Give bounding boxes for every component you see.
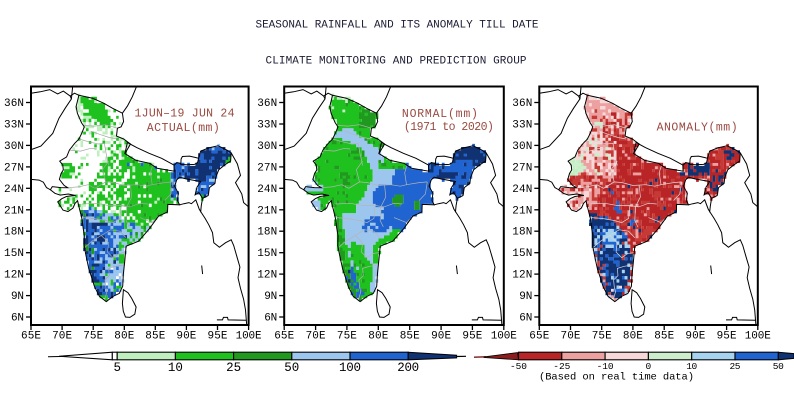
svg-text:21N: 21N bbox=[512, 205, 532, 217]
svg-text:85E: 85E bbox=[400, 331, 420, 343]
svg-text:27N: 27N bbox=[512, 162, 532, 174]
svg-text:24N: 24N bbox=[4, 184, 24, 196]
svg-text:24N: 24N bbox=[512, 184, 532, 196]
svg-text:90E: 90E bbox=[685, 331, 705, 343]
svg-text:18N: 18N bbox=[4, 227, 24, 239]
svg-text:36N: 36N bbox=[257, 98, 277, 110]
svg-text:30N: 30N bbox=[512, 141, 532, 153]
svg-text:95E: 95E bbox=[462, 331, 482, 343]
svg-text:SEASONAL RAINFALL AND ITS ANOM: SEASONAL RAINFALL AND ITS ANOMALY TILL D… bbox=[256, 20, 539, 32]
svg-text:50: 50 bbox=[773, 361, 784, 372]
svg-text:24N: 24N bbox=[257, 184, 277, 196]
svg-text:70E: 70E bbox=[306, 331, 326, 343]
svg-text:85E: 85E bbox=[654, 331, 674, 343]
svg-text:21N: 21N bbox=[4, 205, 24, 217]
svg-text:30N: 30N bbox=[4, 141, 24, 153]
svg-text:9N: 9N bbox=[519, 291, 532, 303]
svg-text:ANOMALY(mm): ANOMALY(mm) bbox=[657, 122, 738, 135]
svg-text:70E: 70E bbox=[52, 331, 72, 343]
svg-text:6N: 6N bbox=[519, 313, 532, 325]
svg-text:(Based on real time data): (Based on real time data) bbox=[539, 371, 694, 383]
svg-text:75E: 75E bbox=[83, 331, 103, 343]
svg-text:6N: 6N bbox=[264, 313, 277, 325]
svg-text:12N: 12N bbox=[512, 270, 532, 282]
svg-text:33N: 33N bbox=[257, 120, 277, 132]
svg-text:-10: -10 bbox=[597, 361, 614, 372]
svg-text:12N: 12N bbox=[4, 270, 24, 282]
svg-text:65E: 65E bbox=[274, 331, 294, 343]
svg-text:100: 100 bbox=[339, 361, 361, 375]
svg-text:95E: 95E bbox=[208, 331, 228, 343]
svg-text:6N: 6N bbox=[11, 313, 24, 325]
svg-text:33N: 33N bbox=[512, 120, 532, 132]
svg-text:9N: 9N bbox=[11, 291, 24, 303]
svg-text:100E: 100E bbox=[491, 331, 517, 343]
svg-text:15N: 15N bbox=[257, 248, 277, 260]
svg-text:15N: 15N bbox=[4, 248, 24, 260]
svg-text:75E: 75E bbox=[337, 331, 357, 343]
svg-text:90E: 90E bbox=[431, 331, 451, 343]
svg-text:-25: -25 bbox=[553, 361, 570, 372]
svg-text:95E: 95E bbox=[717, 331, 737, 343]
svg-text:50: 50 bbox=[284, 361, 299, 375]
svg-text:(1971 to 2020): (1971 to 2020) bbox=[404, 121, 494, 134]
svg-text:36N: 36N bbox=[512, 98, 532, 110]
svg-text:0: 0 bbox=[646, 361, 652, 372]
svg-text:9N: 9N bbox=[264, 291, 277, 303]
svg-text:65E: 65E bbox=[21, 331, 41, 343]
svg-text:100E: 100E bbox=[745, 331, 771, 343]
svg-text:33N: 33N bbox=[4, 120, 24, 132]
svg-text:10: 10 bbox=[686, 361, 697, 372]
svg-text:85E: 85E bbox=[145, 331, 165, 343]
svg-text:15N: 15N bbox=[512, 248, 532, 260]
svg-text:21N: 21N bbox=[257, 205, 277, 217]
svg-text:ACTUAL(mm): ACTUAL(mm) bbox=[147, 122, 220, 135]
svg-text:NORMAL(mm): NORMAL(mm) bbox=[402, 108, 478, 121]
svg-text:5: 5 bbox=[113, 361, 121, 375]
svg-text:30N: 30N bbox=[257, 141, 277, 153]
svg-text:90E: 90E bbox=[176, 331, 196, 343]
svg-text:-50: -50 bbox=[510, 361, 527, 372]
svg-text:27N: 27N bbox=[257, 162, 277, 174]
svg-text:25: 25 bbox=[226, 361, 241, 375]
svg-text:25: 25 bbox=[730, 361, 741, 372]
svg-text:18N: 18N bbox=[257, 227, 277, 239]
svg-text:100E: 100E bbox=[236, 331, 262, 343]
svg-text:80E: 80E bbox=[114, 331, 134, 343]
svg-text:18N: 18N bbox=[512, 227, 532, 239]
svg-text:1JUN–19 JUN 24: 1JUN–19 JUN 24 bbox=[135, 108, 235, 121]
svg-text:80E: 80E bbox=[368, 331, 388, 343]
svg-text:75E: 75E bbox=[592, 331, 612, 343]
svg-text:12N: 12N bbox=[257, 270, 277, 282]
svg-text:27N: 27N bbox=[4, 162, 24, 174]
svg-text:10: 10 bbox=[168, 361, 183, 375]
svg-text:36N: 36N bbox=[4, 98, 24, 110]
svg-text:80E: 80E bbox=[623, 331, 643, 343]
svg-text:200: 200 bbox=[397, 361, 419, 375]
svg-text:70E: 70E bbox=[561, 331, 581, 343]
svg-text:CLIMATE MONITORING AND PREDICT: CLIMATE MONITORING AND PREDICTION GROUP bbox=[266, 56, 527, 68]
svg-text:65E: 65E bbox=[529, 331, 549, 343]
